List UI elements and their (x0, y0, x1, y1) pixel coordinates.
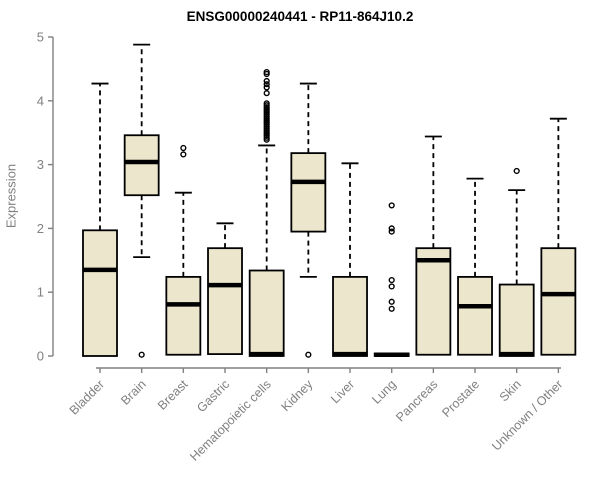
y-tick-label: 3 (37, 157, 44, 172)
outlier-point (305, 351, 312, 358)
x-tick-label: Kidney (279, 377, 316, 414)
x-tick-label: Liver (328, 377, 357, 406)
box-unknown-other (540, 117, 577, 356)
outlier-point (388, 228, 395, 235)
x-tick-label: Lung (369, 377, 399, 407)
outlier-point (180, 151, 187, 158)
x-tick-label: Hematopoietic cells (187, 377, 274, 464)
box-kidney (290, 82, 327, 358)
box-pancreas (415, 135, 452, 356)
y-tick-label: 5 (37, 30, 44, 45)
box-lung (373, 202, 410, 357)
box-gastric (207, 222, 243, 355)
x-tick-label: Skin (497, 377, 524, 404)
x-tick-label: Prostate (439, 377, 482, 420)
outlier-point (263, 81, 270, 88)
x-tick-label: Breast (155, 377, 191, 413)
box-hematopoietic-cells (248, 68, 285, 357)
x-tick-label: Bladder (67, 377, 107, 417)
iqr-box (123, 134, 160, 197)
box-breast (165, 144, 202, 356)
outlier-point (263, 68, 270, 76)
iqr-box (415, 247, 452, 356)
outlier-point (388, 305, 395, 312)
outlier-point (388, 225, 395, 232)
iqr-box (498, 283, 535, 357)
outlier-point (180, 144, 187, 152)
iqr-box (290, 152, 327, 233)
iqr-box (457, 275, 493, 356)
outlier-point (388, 276, 395, 284)
outlier-point (388, 283, 395, 290)
outlier-point (263, 77, 270, 85)
iqr-box (207, 247, 243, 355)
iqr-box (165, 275, 202, 356)
outlier-point (388, 202, 395, 209)
outlier-point (263, 84, 270, 91)
iqr-box (248, 269, 285, 357)
chart-title: ENSG00000240441 - RP11-864J10.2 (186, 9, 414, 24)
box-liver (332, 162, 368, 357)
outlier-point (513, 167, 520, 175)
outlier-point (138, 351, 145, 358)
iqr-box (82, 229, 118, 357)
y-tick-label: 4 (37, 93, 44, 108)
outlier-point (388, 298, 395, 305)
y-tick-label: 2 (37, 221, 44, 236)
x-tick-label: Brain (118, 377, 149, 408)
x-tick-label: Pancreas (393, 377, 440, 424)
y-tick-label: 0 (37, 349, 44, 364)
y-tick-label: 1 (37, 285, 44, 300)
x-tick-label: Unknown / Other (489, 377, 565, 453)
box-brain (123, 43, 160, 358)
box-skin (498, 167, 535, 357)
box-bladder (82, 82, 118, 357)
outlier-point (263, 100, 270, 107)
iqr-box (332, 275, 368, 357)
outlier-point (263, 90, 270, 97)
x-tick-label: Gastric (194, 377, 232, 415)
box-prostate (457, 177, 493, 356)
iqr-box (540, 247, 577, 356)
